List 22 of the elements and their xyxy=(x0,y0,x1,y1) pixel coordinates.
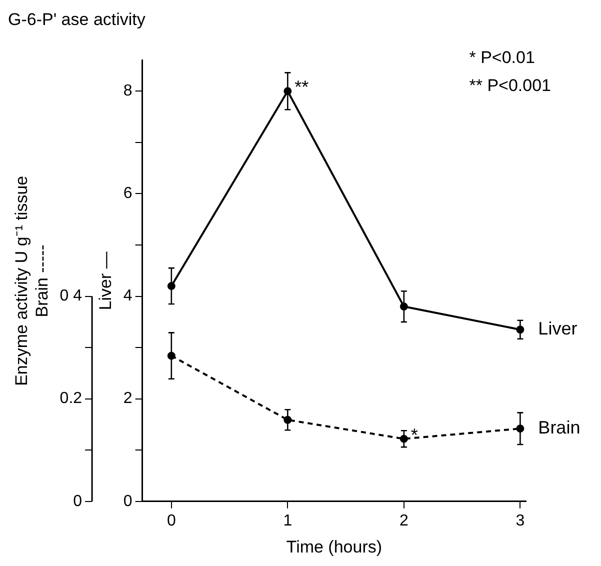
y-tick-label: 2 xyxy=(123,390,132,408)
y-axis-title: Liver — xyxy=(96,252,115,310)
annotation: ** xyxy=(294,77,309,98)
annotation: * xyxy=(410,424,418,445)
y2-tick-label: 0 4 xyxy=(60,288,82,305)
series-label: Brain xyxy=(538,418,580,438)
y-tick-label: 4 xyxy=(123,288,132,305)
annotation: * P<0.01 xyxy=(469,47,536,69)
y2-tick-label: 0 xyxy=(73,492,82,510)
series-label: Liver xyxy=(538,318,578,339)
x-tick-label: 2 xyxy=(399,512,408,530)
x-axis-title: Time (hours) xyxy=(286,537,382,556)
x-tick-label: 1 xyxy=(283,512,292,530)
annotation: ** P<0.001 xyxy=(469,75,551,97)
y-tick-label: 8 xyxy=(123,82,132,100)
y2-tick-label: 0.2 xyxy=(60,390,82,408)
chart-title: G-6-P' ase activity xyxy=(8,10,146,29)
y2-axis-title: Enzyme activity U g⁻¹ tissue Brain ----- xyxy=(12,176,52,386)
y-tick-label: 6 xyxy=(123,185,132,202)
y-tick-label: 0 xyxy=(123,492,132,510)
x-tick-label: 0 xyxy=(166,512,176,530)
x-tick-label: 3 xyxy=(516,512,525,530)
